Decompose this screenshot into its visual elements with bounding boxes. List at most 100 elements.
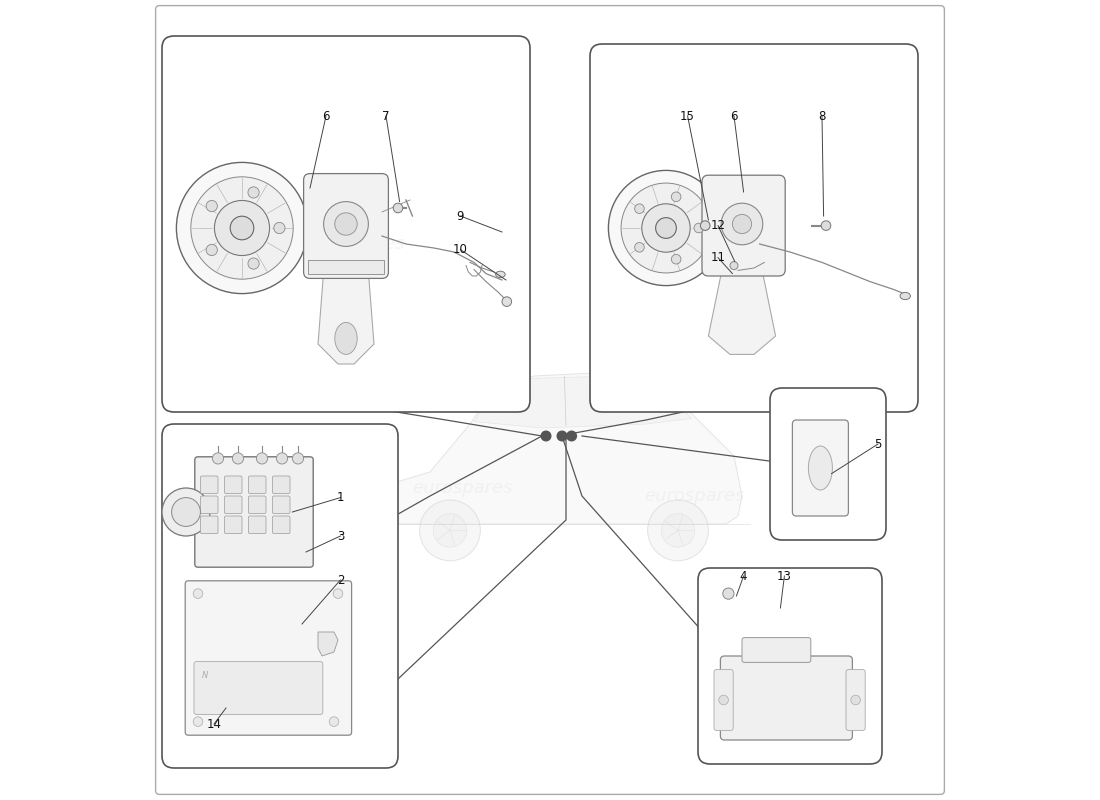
FancyBboxPatch shape bbox=[224, 476, 242, 494]
FancyBboxPatch shape bbox=[200, 496, 218, 514]
Text: eurospares: eurospares bbox=[411, 479, 513, 497]
FancyBboxPatch shape bbox=[194, 662, 322, 714]
Circle shape bbox=[635, 242, 645, 252]
Circle shape bbox=[718, 695, 728, 705]
Circle shape bbox=[694, 223, 704, 233]
Circle shape bbox=[701, 221, 710, 230]
FancyBboxPatch shape bbox=[224, 496, 242, 514]
Circle shape bbox=[333, 589, 343, 598]
Text: 6: 6 bbox=[730, 110, 738, 122]
Circle shape bbox=[822, 221, 830, 230]
Text: 3: 3 bbox=[337, 530, 344, 542]
FancyBboxPatch shape bbox=[792, 420, 848, 516]
Circle shape bbox=[176, 162, 308, 294]
FancyBboxPatch shape bbox=[770, 388, 886, 540]
Circle shape bbox=[256, 453, 267, 464]
Circle shape bbox=[194, 717, 202, 726]
Circle shape bbox=[276, 453, 287, 464]
Circle shape bbox=[648, 500, 708, 561]
Circle shape bbox=[671, 192, 681, 202]
Ellipse shape bbox=[808, 446, 833, 490]
FancyBboxPatch shape bbox=[742, 638, 811, 662]
FancyBboxPatch shape bbox=[200, 476, 218, 494]
Circle shape bbox=[230, 216, 254, 240]
Text: 2: 2 bbox=[337, 574, 344, 586]
FancyBboxPatch shape bbox=[249, 516, 266, 534]
FancyBboxPatch shape bbox=[162, 424, 398, 768]
Circle shape bbox=[502, 297, 512, 306]
Circle shape bbox=[172, 498, 200, 526]
Circle shape bbox=[194, 589, 202, 598]
Text: eurospares: eurospares bbox=[304, 235, 405, 253]
Circle shape bbox=[621, 183, 711, 273]
Circle shape bbox=[323, 202, 368, 246]
Bar bbox=[308, 260, 384, 274]
Circle shape bbox=[419, 500, 481, 561]
Text: N: N bbox=[202, 671, 208, 680]
Circle shape bbox=[212, 453, 223, 464]
FancyBboxPatch shape bbox=[195, 457, 314, 567]
Text: 7: 7 bbox=[383, 110, 389, 122]
Circle shape bbox=[329, 717, 339, 726]
FancyBboxPatch shape bbox=[162, 36, 530, 412]
Ellipse shape bbox=[496, 271, 505, 278]
Circle shape bbox=[214, 201, 270, 255]
Ellipse shape bbox=[334, 322, 358, 354]
FancyBboxPatch shape bbox=[698, 568, 882, 764]
Text: 6: 6 bbox=[322, 110, 330, 122]
Ellipse shape bbox=[900, 292, 911, 300]
FancyBboxPatch shape bbox=[273, 476, 290, 494]
Text: 15: 15 bbox=[680, 110, 695, 122]
FancyBboxPatch shape bbox=[273, 496, 290, 514]
FancyBboxPatch shape bbox=[702, 175, 785, 276]
FancyBboxPatch shape bbox=[185, 581, 352, 735]
Text: 12: 12 bbox=[711, 219, 726, 232]
Circle shape bbox=[723, 588, 734, 599]
FancyBboxPatch shape bbox=[249, 476, 266, 494]
Text: 11: 11 bbox=[711, 251, 726, 264]
Circle shape bbox=[733, 214, 751, 234]
FancyBboxPatch shape bbox=[846, 670, 866, 730]
FancyBboxPatch shape bbox=[200, 516, 218, 534]
Text: 13: 13 bbox=[777, 570, 792, 582]
Text: 5: 5 bbox=[874, 438, 882, 450]
FancyBboxPatch shape bbox=[249, 496, 266, 514]
Circle shape bbox=[558, 431, 566, 441]
Circle shape bbox=[206, 244, 218, 255]
Circle shape bbox=[541, 431, 551, 441]
Text: eurospares: eurospares bbox=[636, 259, 736, 277]
FancyBboxPatch shape bbox=[155, 6, 945, 794]
Circle shape bbox=[671, 254, 681, 264]
Polygon shape bbox=[474, 376, 692, 428]
Circle shape bbox=[730, 262, 738, 270]
Circle shape bbox=[635, 204, 645, 214]
Circle shape bbox=[232, 453, 243, 464]
Circle shape bbox=[162, 488, 210, 536]
FancyBboxPatch shape bbox=[304, 174, 388, 278]
Circle shape bbox=[206, 201, 218, 212]
Text: 1: 1 bbox=[337, 491, 344, 504]
Circle shape bbox=[850, 695, 860, 705]
Text: 10: 10 bbox=[453, 243, 468, 256]
Polygon shape bbox=[708, 270, 775, 354]
Circle shape bbox=[274, 222, 285, 234]
FancyBboxPatch shape bbox=[273, 516, 290, 534]
Text: 4: 4 bbox=[740, 570, 747, 582]
Text: 9: 9 bbox=[456, 210, 464, 222]
Circle shape bbox=[641, 204, 690, 252]
Polygon shape bbox=[382, 372, 742, 524]
Polygon shape bbox=[318, 272, 374, 364]
Circle shape bbox=[433, 514, 466, 547]
Circle shape bbox=[566, 431, 576, 441]
Polygon shape bbox=[318, 632, 338, 656]
Circle shape bbox=[190, 177, 294, 279]
Text: 14: 14 bbox=[207, 718, 221, 730]
Circle shape bbox=[661, 514, 695, 547]
FancyBboxPatch shape bbox=[590, 44, 918, 412]
Circle shape bbox=[608, 170, 724, 286]
Circle shape bbox=[248, 258, 260, 269]
Text: eurospares: eurospares bbox=[644, 487, 745, 505]
Circle shape bbox=[248, 187, 260, 198]
Circle shape bbox=[334, 213, 358, 235]
Circle shape bbox=[722, 203, 762, 245]
